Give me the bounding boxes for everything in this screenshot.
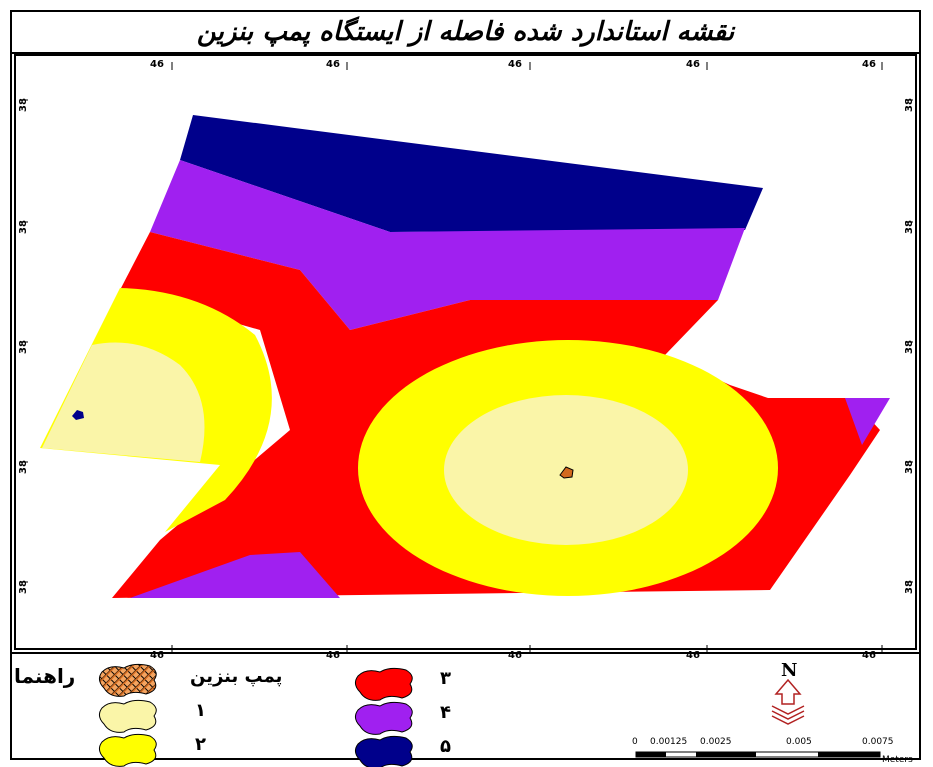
- tick-label-left: 38: [18, 98, 29, 112]
- legend-label-class-5: ۵: [440, 736, 451, 757]
- north-arrow-icon: [774, 678, 802, 705]
- map-title: نقشه استاندارد شده فاصله از ایستگاه پمپ …: [196, 17, 735, 47]
- legend-label-class-3: ۳: [440, 668, 451, 689]
- zone-class-1-west: [42, 342, 205, 462]
- graticule-labels-left: 38 38 38 38 38: [18, 98, 29, 594]
- tick-label-bottom: 46: [150, 650, 164, 661]
- zone-class-4-south: [130, 552, 340, 598]
- tick-label-right: 38: [904, 340, 915, 354]
- legend-swatch-class-3: [354, 667, 413, 701]
- zone-class-5: [180, 115, 763, 232]
- legend-label-class-2: ۲: [195, 734, 206, 755]
- scale-tick-0: 0: [632, 737, 638, 747]
- tick-label-left: 38: [18, 220, 29, 234]
- tick-label-right: 38: [904, 98, 915, 112]
- legend-swatch-class-1: [98, 699, 157, 733]
- legend-swatch-station: [98, 663, 157, 697]
- title-bar: نقشه استاندارد شده فاصله از ایستگاه پمپ …: [12, 12, 919, 54]
- map-layout-frame: [10, 10, 921, 760]
- legend-title: راهنما: [14, 664, 76, 688]
- north-arrow: N: [771, 660, 805, 725]
- tick-label-top: 46: [326, 59, 340, 70]
- legend-label-class-4: ۴: [440, 702, 451, 723]
- tick-label-bottom: 46: [862, 650, 876, 661]
- tick-label-top: 46: [686, 59, 700, 70]
- legend-swatch-class-5: [354, 735, 413, 767]
- legend-label-class-1: ۱: [195, 700, 206, 721]
- tick-label-bottom: 46: [686, 650, 700, 661]
- tick-label-left: 38: [18, 340, 29, 354]
- scale-tick-2: 0.0025: [700, 737, 732, 747]
- station-marker-west: [72, 410, 84, 420]
- tick-label-top: 46: [150, 59, 164, 70]
- tick-label-bottom: 46: [326, 650, 340, 661]
- graticule-labels-bottom: 46 46 46 46 46: [150, 650, 876, 661]
- tick-label-right: 38: [904, 580, 915, 594]
- graticule-labels-top: 46 46 46 46 46: [150, 59, 876, 70]
- graticule-labels-right: 38 38 38 38 38: [904, 98, 915, 594]
- north-arrow-letter: N: [781, 660, 797, 681]
- scale-unit: Meters: [882, 755, 913, 765]
- tick-label-left: 38: [18, 460, 29, 474]
- tick-label-top: 46: [862, 59, 876, 70]
- legend-panel: [12, 652, 919, 760]
- scale-tick-4: 0.0075: [862, 737, 894, 747]
- tick-label-top: 46: [508, 59, 522, 70]
- scale-bar: 0 0.00125 0.0025 0.005 0.0075 Meters: [632, 737, 913, 765]
- station-marker-east: [559, 466, 574, 479]
- north-arrow-base-icon: [771, 705, 805, 725]
- graticule-ticks: [20, 62, 913, 652]
- legend-swatch-class-2: [98, 733, 157, 767]
- zone-class-4: [150, 160, 745, 330]
- legend-label-station: پمپ بنزین: [190, 666, 283, 687]
- tick-label-right: 38: [904, 460, 915, 474]
- zone-class-4-east: [845, 398, 890, 445]
- tick-label-bottom: 46: [508, 650, 522, 661]
- tick-label-left: 38: [18, 580, 29, 594]
- legend-swatch-class-4: [354, 701, 413, 735]
- legend-swatches: [98, 663, 413, 767]
- tick-label-right: 38: [904, 220, 915, 234]
- map-frame: [14, 54, 917, 650]
- scale-tick-1: 0.00125: [650, 737, 687, 747]
- scale-tick-3: 0.005: [786, 737, 812, 747]
